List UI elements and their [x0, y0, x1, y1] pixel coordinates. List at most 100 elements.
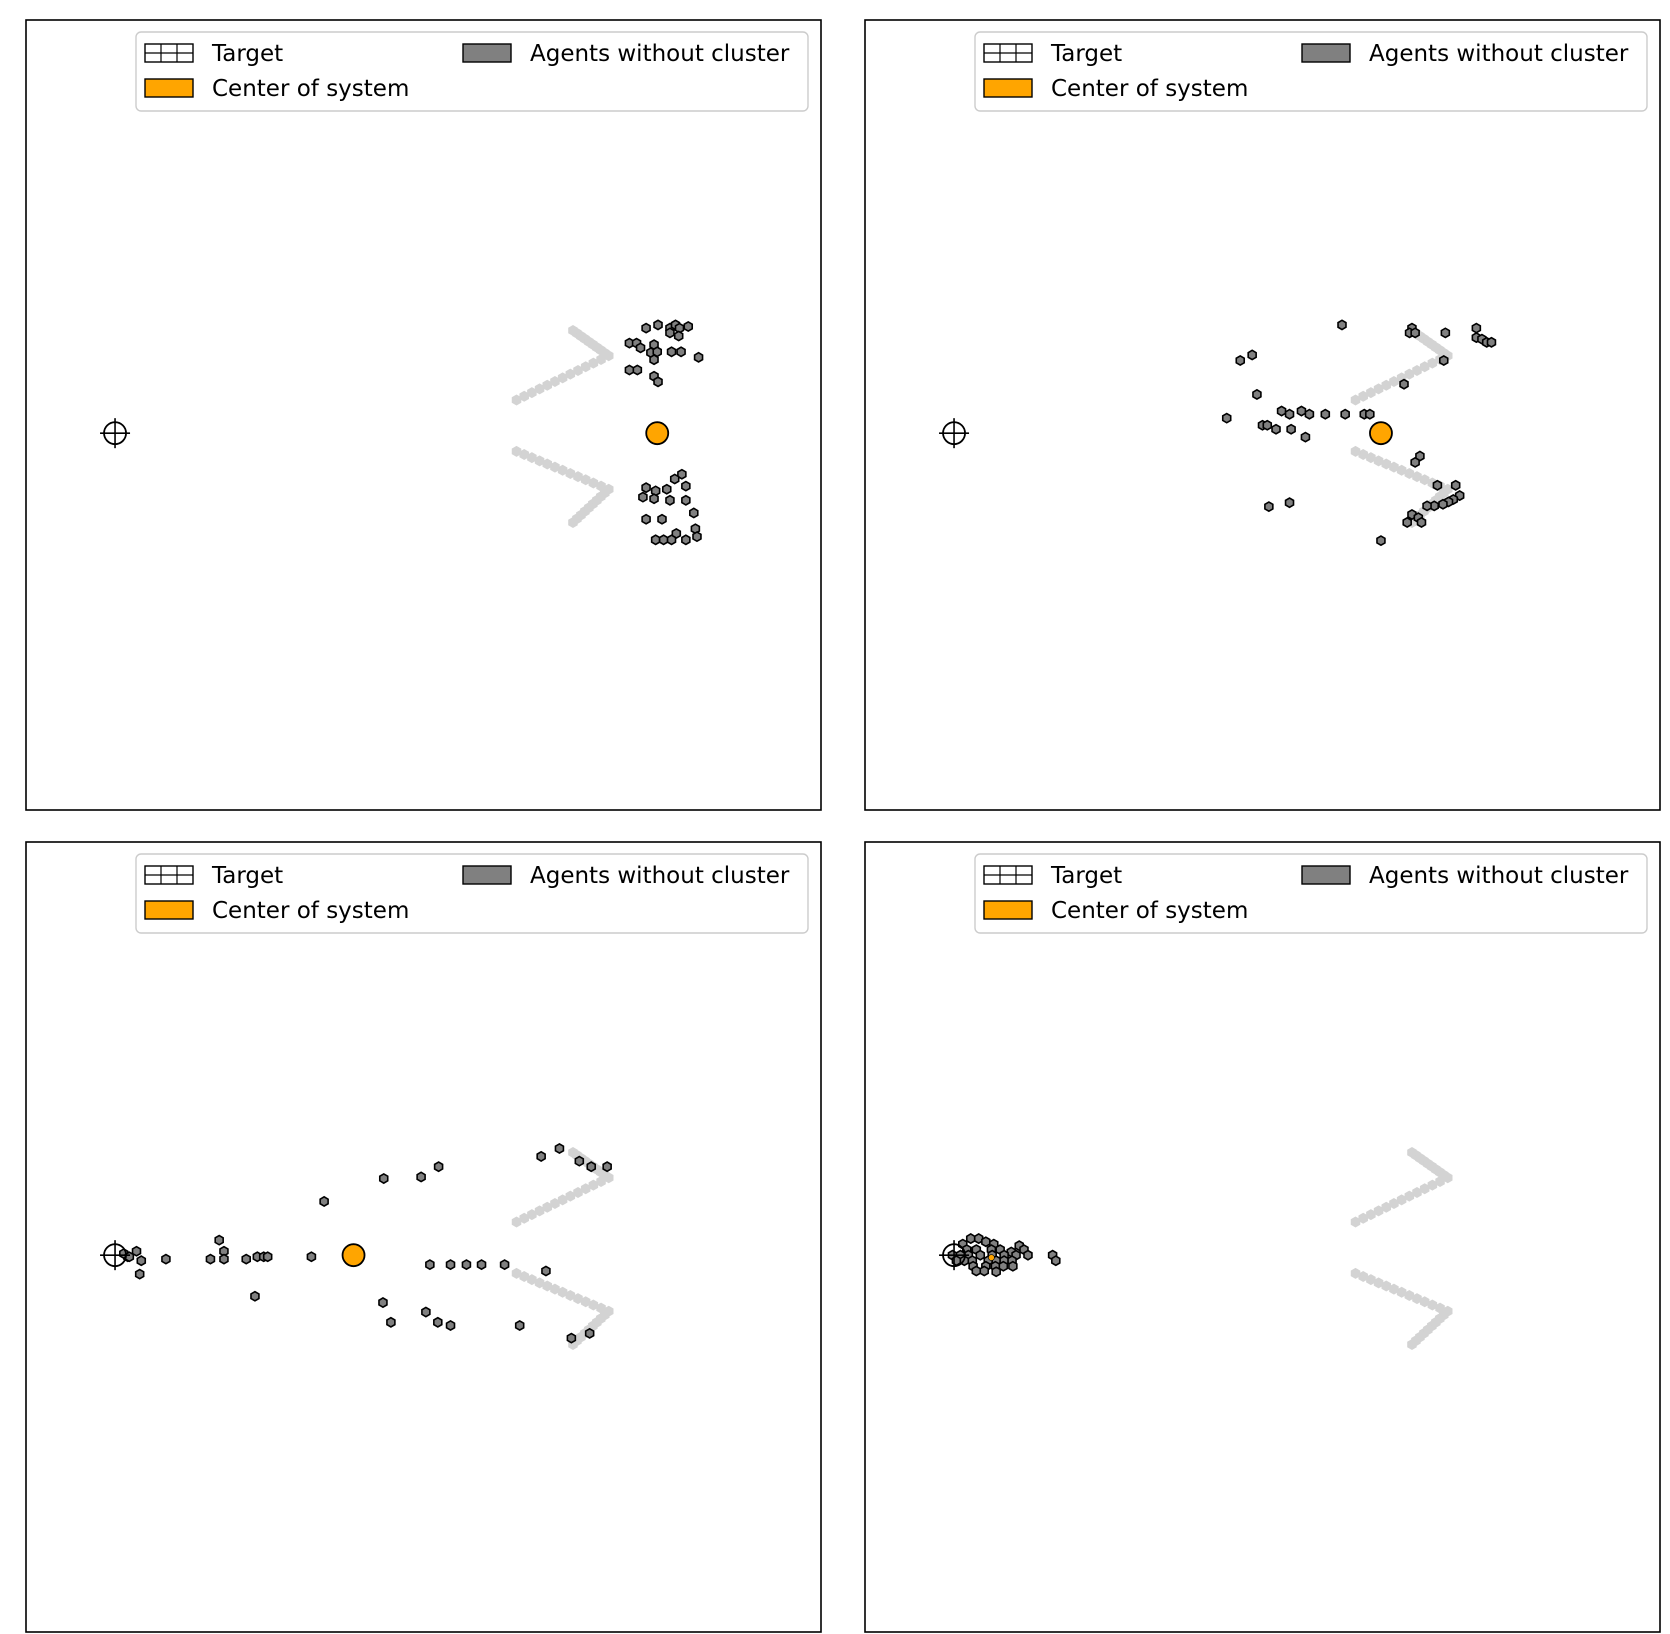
obstacle-cell — [1442, 483, 1453, 495]
legend-swatch-target — [983, 43, 1033, 63]
agent-marker — [692, 531, 702, 543]
obstacle-cell — [519, 449, 529, 460]
obstacle-cell — [550, 1198, 560, 1210]
obstacle-cell — [596, 1175, 606, 1187]
obstacle-cell — [1412, 1187, 1422, 1198]
obstacle-cell — [527, 1209, 537, 1221]
obstacle-cell — [534, 1277, 545, 1289]
legend-label-center: Center of system — [212, 76, 409, 102]
legend-swatch-agents — [1301, 865, 1351, 885]
legend-label-target: Target — [1050, 863, 1122, 889]
agent-marker — [638, 491, 648, 503]
obstacle-cell — [1412, 365, 1422, 376]
agent-marker — [541, 1265, 551, 1277]
obstacle-cell — [519, 1212, 529, 1224]
legend-swatch-center — [983, 78, 1033, 98]
agent-marker — [1416, 516, 1427, 528]
obstacle-cell — [1389, 1283, 1399, 1295]
agent-marker — [306, 1251, 317, 1263]
agent-marker — [584, 1327, 595, 1339]
obstacle-cell — [1373, 1277, 1384, 1289]
plot-area — [939, 1146, 1453, 1350]
agent-marker — [1422, 500, 1432, 512]
agent-marker — [1365, 408, 1375, 420]
agent-marker — [658, 534, 669, 546]
obstacle-cell — [519, 1271, 529, 1282]
obstacle-cell — [542, 1201, 553, 1213]
obstacle-cell — [511, 445, 522, 457]
agent-marker — [574, 1155, 585, 1167]
obstacle-cell — [1350, 1216, 1361, 1228]
obstacle-cell — [596, 480, 606, 492]
legend-label-agents: Agents without cluster — [530, 41, 790, 67]
obstacle-cell — [1442, 1305, 1453, 1317]
agent-marker — [676, 346, 686, 358]
agent-marker — [161, 1253, 171, 1265]
legend-label-agents: Agents without cluster — [530, 863, 790, 889]
agent-marker — [1450, 479, 1461, 491]
agent-marker — [681, 494, 691, 506]
obstacle-cell — [542, 458, 553, 470]
agent-marker — [602, 1161, 612, 1173]
agent-marker — [1235, 354, 1246, 367]
scatter-panel-top-right: Target Center of system Agents without clu… — [864, 19, 1661, 811]
agent-marker — [1262, 419, 1273, 431]
agent-marker — [134, 1268, 145, 1280]
legend: Target Center of system Agents without clu… — [974, 31, 1648, 112]
legend-label-center: Center of system — [1051, 898, 1248, 924]
agent-marker — [673, 330, 684, 342]
agent-marker — [1410, 327, 1420, 339]
obstacle-cell — [534, 455, 545, 467]
center-of-system-marker — [341, 1243, 366, 1268]
agent-marker — [1486, 336, 1497, 348]
obstacle-cell — [573, 1293, 583, 1305]
obstacle-cell — [1427, 357, 1438, 369]
agent-marker — [433, 1161, 444, 1173]
agent-marker — [665, 327, 675, 339]
obstacle-cell — [1381, 1201, 1392, 1213]
obstacle-cell — [588, 1299, 599, 1311]
obstacle-cell — [1389, 1198, 1399, 1210]
obstacle-cell — [573, 365, 583, 376]
agent-marker — [1399, 378, 1409, 390]
obstacle-cell — [1412, 1293, 1422, 1305]
agent-marker — [445, 1259, 456, 1271]
obstacle-cell — [1350, 445, 1361, 457]
target-crosshair-icon — [100, 1240, 131, 1271]
legend-swatch-center — [144, 900, 194, 920]
agent-marker — [262, 1251, 273, 1263]
obstacle-cell — [511, 394, 522, 406]
agent-marker — [624, 364, 635, 376]
agent-marker — [649, 493, 659, 505]
legend-swatch-agents — [462, 43, 512, 63]
agent-marker — [425, 1259, 435, 1271]
obstacle-cell — [550, 1283, 560, 1295]
obstacle-cell — [1404, 1190, 1415, 1202]
obstacle-chevrons — [1350, 1146, 1453, 1350]
agent-marker — [1008, 1260, 1018, 1272]
agent-marker — [1376, 535, 1386, 547]
obstacle-cell — [580, 474, 591, 486]
agent-marker — [1296, 405, 1307, 417]
obstacle-cell — [534, 383, 545, 395]
agent-marker — [665, 494, 675, 506]
agent-marker — [378, 1297, 388, 1309]
agent-marker — [971, 1265, 982, 1277]
obstacle-cell — [1419, 361, 1430, 373]
obstacle-cell — [550, 461, 560, 473]
agent-marker — [975, 1249, 986, 1261]
agent-marker — [476, 1259, 487, 1271]
obstacle-cell — [1412, 471, 1422, 483]
obstacle-cell — [1350, 1267, 1361, 1279]
obstacle-cell — [1427, 1179, 1438, 1191]
obstacle-cell — [603, 483, 614, 495]
obstacle-chevrons — [511, 324, 614, 528]
obstacle-cell — [1435, 1302, 1445, 1314]
obstacle-cell — [580, 361, 591, 373]
obstacle-cell — [1358, 390, 1368, 402]
agents-layer — [1221, 319, 1497, 547]
legend-label-agents: Agents without cluster — [1369, 41, 1629, 67]
obstacle-cell — [1427, 1299, 1438, 1311]
agent-marker — [1284, 497, 1295, 509]
